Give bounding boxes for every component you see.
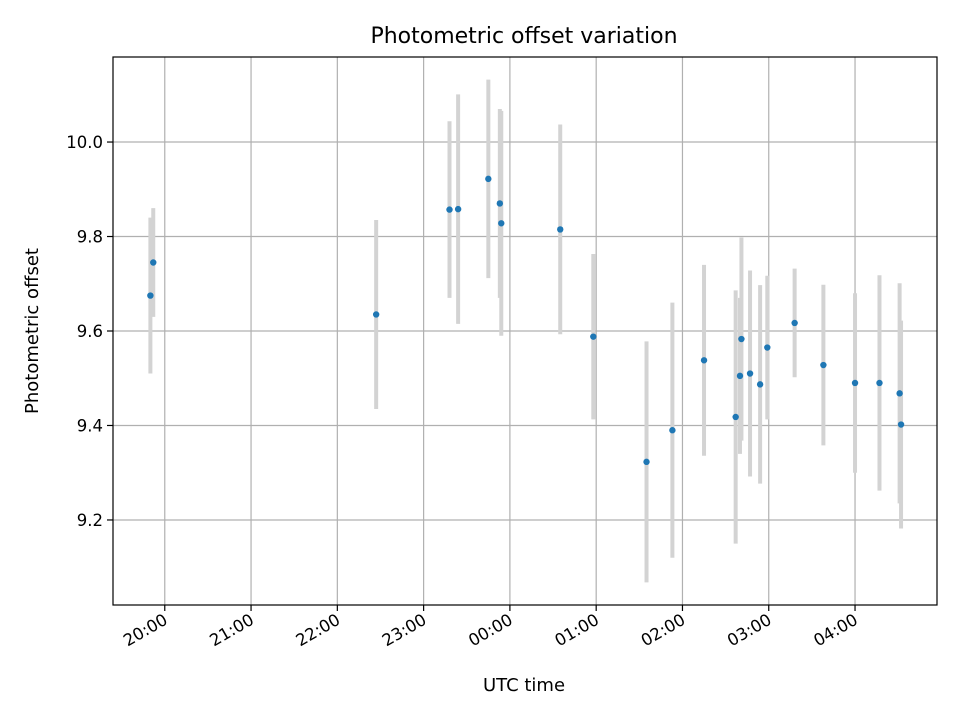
- data-point: [876, 379, 883, 387]
- data-point: [791, 319, 798, 327]
- data-point: [764, 344, 771, 351]
- data-point: [746, 370, 754, 377]
- grid-lines: [113, 57, 937, 605]
- y-tick-label: 9.2: [77, 511, 103, 530]
- x-tick-label: 02:00: [638, 610, 689, 650]
- x-axis-label: UTC time: [483, 675, 565, 696]
- x-tick-label: 01:00: [551, 610, 602, 650]
- data-point: [897, 421, 905, 428]
- data-point: [454, 205, 462, 213]
- data-point: [498, 220, 505, 227]
- data-point: [372, 311, 380, 318]
- x-tick-label: 20:00: [120, 610, 171, 650]
- data-point: [820, 361, 827, 369]
- data-point: [736, 372, 744, 380]
- x-tick-label: 23:00: [379, 610, 430, 650]
- data-point: [557, 226, 564, 233]
- y-tick-label: 10.0: [66, 133, 103, 152]
- data-point: [851, 379, 859, 387]
- data-points: [147, 175, 905, 466]
- data-point: [147, 292, 154, 299]
- data-point: [669, 427, 676, 434]
- data-point: [643, 458, 650, 466]
- data-point: [738, 335, 745, 343]
- x-axis-ticks: 20:00 21:00 22:00 23:00 00:00 01:00 02:00 03:00…: [120, 605, 861, 650]
- y-axis-label: Photometric offset: [22, 248, 43, 414]
- y-tick-label: 9.8: [77, 228, 103, 247]
- y-tick-label: 9.4: [77, 416, 103, 435]
- x-tick-label: 00:00: [465, 610, 516, 650]
- x-tick-label: 22:00: [293, 610, 344, 650]
- y-axis-ticks: 9.2 9.4 9.6 9.8 10.0: [66, 133, 113, 530]
- chart-title: Photometric offset variation: [370, 24, 677, 49]
- x-tick-label: 04:00: [810, 610, 861, 650]
- data-point: [150, 259, 157, 266]
- data-point: [485, 175, 492, 183]
- x-tick-label: 21:00: [206, 610, 257, 650]
- x-tick-label: 03:00: [724, 610, 775, 650]
- data-point: [896, 390, 903, 397]
- data-point: [700, 357, 708, 364]
- data-point: [446, 206, 453, 213]
- data-point: [756, 381, 764, 388]
- data-point: [590, 333, 597, 340]
- data-point: [732, 413, 739, 421]
- data-point: [496, 200, 504, 207]
- y-tick-label: 9.6: [77, 322, 103, 341]
